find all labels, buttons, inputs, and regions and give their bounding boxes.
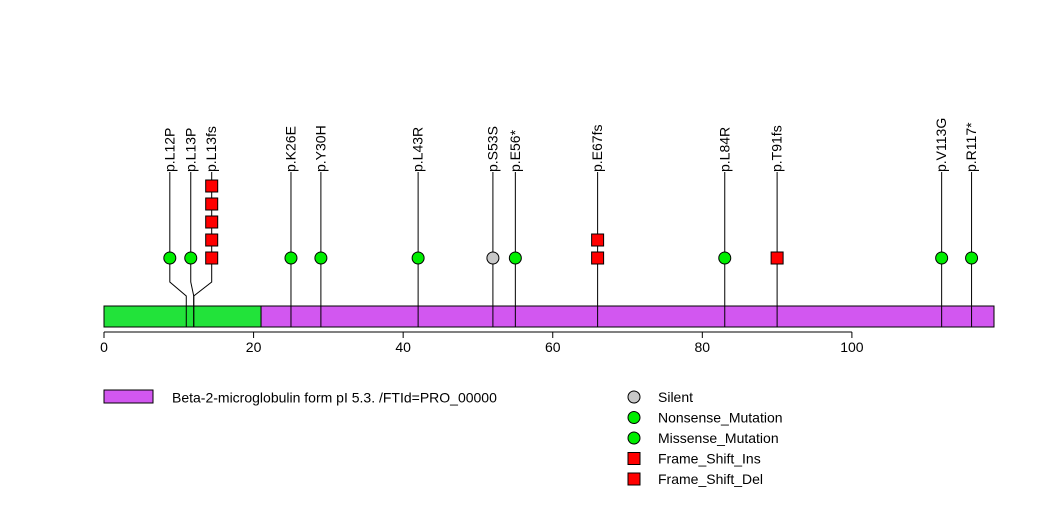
mutation-marker-circle: [411, 251, 425, 265]
mutation-marker-circle: [965, 251, 979, 265]
mutation-marker-circle: [718, 251, 732, 265]
legend-domain-swatch: [103, 389, 154, 404]
mutation-label: p.L12P: [161, 128, 177, 172]
mutation-marker-circle: [184, 251, 198, 265]
legend-domain-label: Beta-2-microglobulin form pI 5.3. /FTId=…: [172, 390, 497, 406]
protein-domains: [103, 305, 995, 328]
mutation-label: p.S53S: [484, 126, 500, 172]
legend-marker-frame_shift_ins: [627, 452, 641, 465]
legend: Beta-2-microglobulin form pI 5.3. /FTId=…: [103, 389, 497, 406]
x-axis: 0 20 40 60 80 100: [100, 331, 864, 355]
x-tick-label-0: 0: [100, 339, 108, 355]
legend-marker-frame_shift_del: [627, 472, 641, 486]
mutation-marker-circle: [314, 251, 328, 265]
legend-marker-silent: [627, 390, 641, 404]
legend-marker-nonsense_mutation: [627, 411, 641, 424]
mutation-marker-square: [591, 233, 605, 247]
mutation-stems: [169, 172, 973, 327]
mutation-stem: [169, 172, 187, 327]
mutation-label: p.T91fs: [769, 125, 785, 172]
x-tick-label-40: 40: [395, 339, 411, 355]
mutation-marker-square: [205, 197, 219, 211]
x-tick-label-100: 100: [840, 339, 864, 355]
legend-label-missense_mutation: Missense_Mutation: [658, 430, 779, 446]
x-tick-label-80: 80: [695, 339, 711, 355]
legend-marker-missense_mutation: [627, 431, 641, 445]
mutation-stem: [193, 172, 213, 327]
legend-label-frame_shift_del: Frame_Shift_Del: [658, 471, 763, 487]
mutation-marker-square: [591, 251, 605, 265]
mutation-marker-square: [770, 251, 784, 265]
mutation-marker-square: [205, 251, 219, 265]
mutation-label: p.L13P: [182, 128, 198, 172]
mutation-labels: p.L12P p.L13P p.L13fs p.K26E p.Y30H p.L43R p.S…: [161, 118, 979, 172]
x-tick-label-60: 60: [545, 339, 561, 355]
mutation-markers: [163, 179, 979, 265]
mutation-marker-square: [205, 179, 219, 193]
mutation-marker-square: [205, 233, 219, 247]
mutation-marker-circle: [508, 251, 522, 265]
mutation-marker-circle: [163, 251, 177, 265]
mutation-label: p.V113G: [933, 118, 949, 172]
mutation-label: p.K26E: [282, 126, 298, 172]
legend-label-frame_shift_ins: Frame_Shift_Ins: [658, 451, 761, 467]
mutation-label: p.E56*: [507, 129, 523, 172]
mutation-marker-square: [205, 215, 219, 229]
mutation-label: p.L84R: [716, 127, 732, 172]
legend-label-nonsense_mutation: Nonsense_Mutation: [658, 410, 783, 426]
legend-items: Silent Nonsense_Mutation Missense_Mutation…: [627, 389, 783, 487]
mutation-label: p.R117*: [963, 122, 979, 172]
mutation-label: p.L43R: [410, 127, 426, 172]
x-tick-label-20: 20: [246, 339, 262, 355]
mutation-label: p.L13fs: [203, 126, 219, 172]
domain-segment-0: [103, 305, 262, 328]
mutation-label: p.Y30H: [312, 125, 328, 172]
mutation-label: p.E67fs: [589, 125, 605, 172]
mutation-marker-circle: [935, 251, 949, 265]
mutation-marker-circle: [486, 251, 500, 265]
mutation-marker-circle: [284, 251, 298, 265]
legend-label-silent: Silent: [658, 389, 693, 405]
domain-segment-1: [260, 305, 995, 328]
